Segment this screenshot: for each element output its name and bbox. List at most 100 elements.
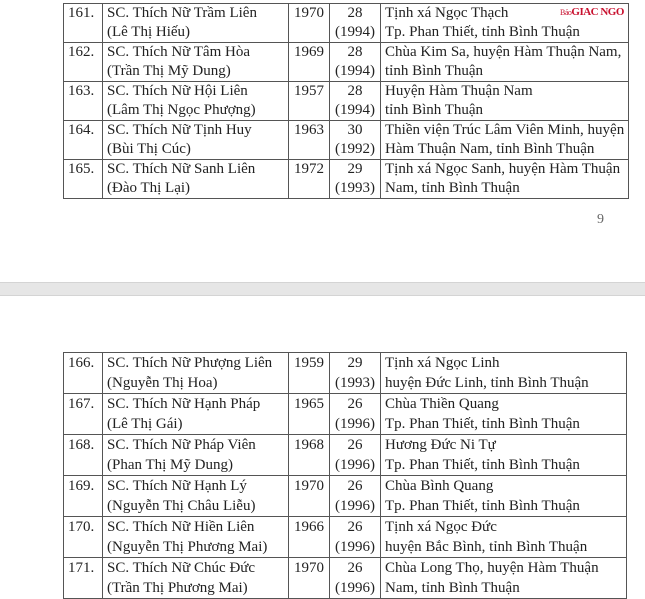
address-cell-addr2: huyện Đức Linh, tỉnh Bình Thuận — [385, 375, 589, 391]
page-separator — [0, 282, 645, 296]
address-cell-addr1: Chùa Bình Quang — [385, 478, 494, 494]
row-number-no: 163. — [68, 83, 95, 99]
address-cell-addr1: Tịnh xá Ngọc Thạch — [385, 5, 509, 21]
table-row: 161. SC. Thích Nữ Trầm Liên (Lê Thị Hiếu) 1… — [63, 3, 630, 43]
table-row: 163. SC. Thích Nữ Hội Liên (Lâm Thị Ngọc P… — [63, 81, 630, 121]
age-cell-age: 28 — [347, 83, 363, 99]
name-cell-lay: (Bùi Thị Cúc) — [107, 141, 191, 157]
table-row: 167. SC. Thích Nữ Hạnh Pháp (Lê Thị Gái) 19… — [63, 393, 627, 435]
name-cell: SC. Thích Nữ Hội Liên (Lâm Thị Ngọc Phượn… — [102, 81, 289, 121]
birth-year-cell: 1957 — [288, 81, 330, 121]
name-cell: SC. Thích Nữ Hiền Liên (Nguyễn Thị Phương… — [102, 516, 289, 558]
birth-year-cell-born: 1969 — [294, 44, 324, 60]
age-cell: 29 (1993) — [329, 159, 381, 199]
name-cell-name: SC. Thích Nữ Trầm Liên — [107, 5, 257, 21]
table-row: 165. SC. Thích Nữ Sanh Liên (Đào Thị Lại) 1… — [63, 159, 630, 199]
name-cell: SC. Thích Nữ Tâm Hòa (Trần Thị Mỹ Dung) — [102, 42, 289, 82]
name-cell: SC. Thích Nữ Pháp Viên (Phan Thị Mỹ Dung) — [102, 434, 289, 476]
address-cell: Chùa Thiền Quang Tp. Phan Thiết, tỉnh Bìn… — [380, 393, 627, 435]
row-number-no: 166. — [68, 355, 95, 371]
row-number-no: 169. — [68, 478, 95, 494]
row-number-no: 164. — [68, 122, 95, 138]
age-cell-year: (1996) — [335, 539, 375, 555]
age-cell-age: 26 — [347, 478, 363, 494]
address-cell-addr1: Thiền viện Trúc Lâm Viên Minh, huyện — [385, 122, 625, 138]
address-cell-addr2: tỉnh Bình Thuận — [385, 102, 484, 118]
name-cell: SC. Thích Nữ Chúc Đức (Trần Thị Phương Ma… — [102, 557, 289, 599]
age-cell: 28 (1994) — [329, 81, 381, 121]
name-cell-name: SC. Thích Nữ Pháp Viên — [107, 437, 256, 453]
name-cell-name: SC. Thích Nữ Tịnh Huy — [107, 122, 252, 138]
birth-year-cell: 1970 — [288, 3, 330, 43]
address-cell: Huyện Hàm Thuận Nam tỉnh Bình Thuận — [379, 81, 630, 121]
birth-year-cell: 1969 — [288, 42, 330, 82]
name-cell: SC. Thích Nữ Trầm Liên (Lê Thị Hiếu) — [102, 3, 289, 43]
age-cell-age: 26 — [347, 560, 363, 576]
table-row: 168. SC. Thích Nữ Pháp Viên (Phan Thị Mỹ D… — [63, 434, 627, 476]
address-cell: Chùa Kim Sa, huyện Hàm Thuận Nam, tỉnh Bì… — [379, 42, 630, 82]
age-cell-year: (1996) — [335, 457, 375, 473]
row-number: 162. — [63, 42, 103, 82]
row-number: 167. — [63, 393, 103, 435]
name-cell-name: SC. Thích Nữ Hạnh Lý — [107, 478, 247, 494]
age-cell-age: 29 — [347, 355, 363, 371]
name-cell-lay: (Đào Thị Lại) — [107, 180, 191, 196]
watermark-name: GIAC NGO — [571, 6, 624, 18]
row-number-no: 170. — [68, 519, 95, 535]
age-cell-year: (1996) — [335, 498, 375, 514]
age-cell-year: (1994) — [335, 24, 375, 40]
name-cell-name: SC. Thích Nữ Hội Liên — [107, 83, 248, 99]
address-cell-addr2: tỉnh Bình Thuận — [385, 63, 484, 79]
birth-year-cell: 1968 — [288, 434, 330, 476]
age-cell-year: (1994) — [335, 63, 375, 79]
age-cell: 26 (1996) — [329, 475, 381, 517]
name-cell-lay: (Lâm Thị Ngọc Phượng) — [107, 102, 256, 118]
name-cell: SC. Thích Nữ Sanh Liên (Đào Thị Lại) — [102, 159, 289, 199]
birth-year-cell: 1970 — [288, 557, 330, 599]
birth-year-cell-born: 1965 — [294, 396, 324, 412]
name-cell-name: SC. Thích Nữ Phượng Liên — [107, 355, 273, 371]
age-cell: 28 (1994) — [329, 42, 381, 82]
watermark-logo: BáoGIAC NGO — [560, 6, 624, 19]
age-cell: 28 (1994) — [329, 3, 381, 43]
name-cell: SC. Thích Nữ Hạnh Lý (Nguyễn Thị Châu Liễ… — [102, 475, 289, 517]
address-cell: Hương Đức Ni Tự Tp. Phan Thiết, tỉnh Bình… — [380, 434, 627, 476]
name-cell-lay: (Lê Thị Hiếu) — [107, 24, 191, 40]
row-number-no: 162. — [68, 44, 95, 60]
address-cell-addr1: Tịnh xá Ngọc Sanh, huyện Hàm Thuận — [385, 161, 621, 177]
age-cell: 29 (1993) — [329, 352, 381, 394]
age-cell-age: 30 — [347, 122, 363, 138]
row-number: 166. — [63, 352, 103, 394]
row-number: 170. — [63, 516, 103, 558]
name-cell: SC. Thích Nữ Hạnh Pháp (Lê Thị Gái) — [102, 393, 289, 435]
table-row: 166. SC. Thích Nữ Phượng Liên (Nguyễn Thị … — [63, 352, 627, 394]
address-cell-addr2: Tp. Phan Thiết, tỉnh Bình Thuận — [385, 498, 580, 514]
row-number: 169. — [63, 475, 103, 517]
age-cell-age: 26 — [347, 519, 363, 535]
birth-year-cell: 1965 — [288, 393, 330, 435]
age-cell-age: 28 — [347, 5, 363, 21]
address-cell: Thiền viện Trúc Lâm Viên Minh, huyện Hàm … — [379, 120, 630, 160]
address-cell-addr2: Nam, tỉnh Bình Thuận — [385, 580, 520, 596]
birth-year-cell-born: 1966 — [294, 519, 324, 535]
name-cell: SC. Thích Nữ Phượng Liên (Nguyễn Thị Hoa) — [102, 352, 289, 394]
birth-year-cell-born: 1968 — [294, 437, 324, 453]
age-cell-year: (1994) — [335, 102, 375, 118]
name-cell-lay: (Nguyễn Thị Châu Liễu) — [107, 498, 256, 514]
row-number-no: 165. — [68, 161, 95, 177]
row-number: 168. — [63, 434, 103, 476]
ordination-table-page-10: 166. SC. Thích Nữ Phượng Liên (Nguyễn Thị … — [63, 352, 627, 599]
address-cell-addr2: Tp. Phan Thiết, tỉnh Bình Thuận — [385, 416, 580, 432]
name-cell-lay: (Nguyễn Thị Phương Mai) — [107, 539, 268, 555]
watermark-prefix: Báo — [560, 8, 572, 17]
birth-year-cell-born: 1972 — [294, 161, 324, 177]
row-number-no: 167. — [68, 396, 95, 412]
address-cell-addr1: Huyện Hàm Thuận Nam — [385, 83, 533, 99]
age-cell-year: (1992) — [335, 141, 375, 157]
birth-year-cell: 1972 — [288, 159, 330, 199]
row-number: 163. — [63, 81, 103, 121]
age-cell: 26 (1996) — [329, 434, 381, 476]
row-number-no: 171. — [68, 560, 95, 576]
name-cell-name: SC. Thích Nữ Hiền Liên — [107, 519, 255, 535]
table-row: 171. SC. Thích Nữ Chúc Đức (Trần Thị Phươn… — [63, 557, 627, 599]
